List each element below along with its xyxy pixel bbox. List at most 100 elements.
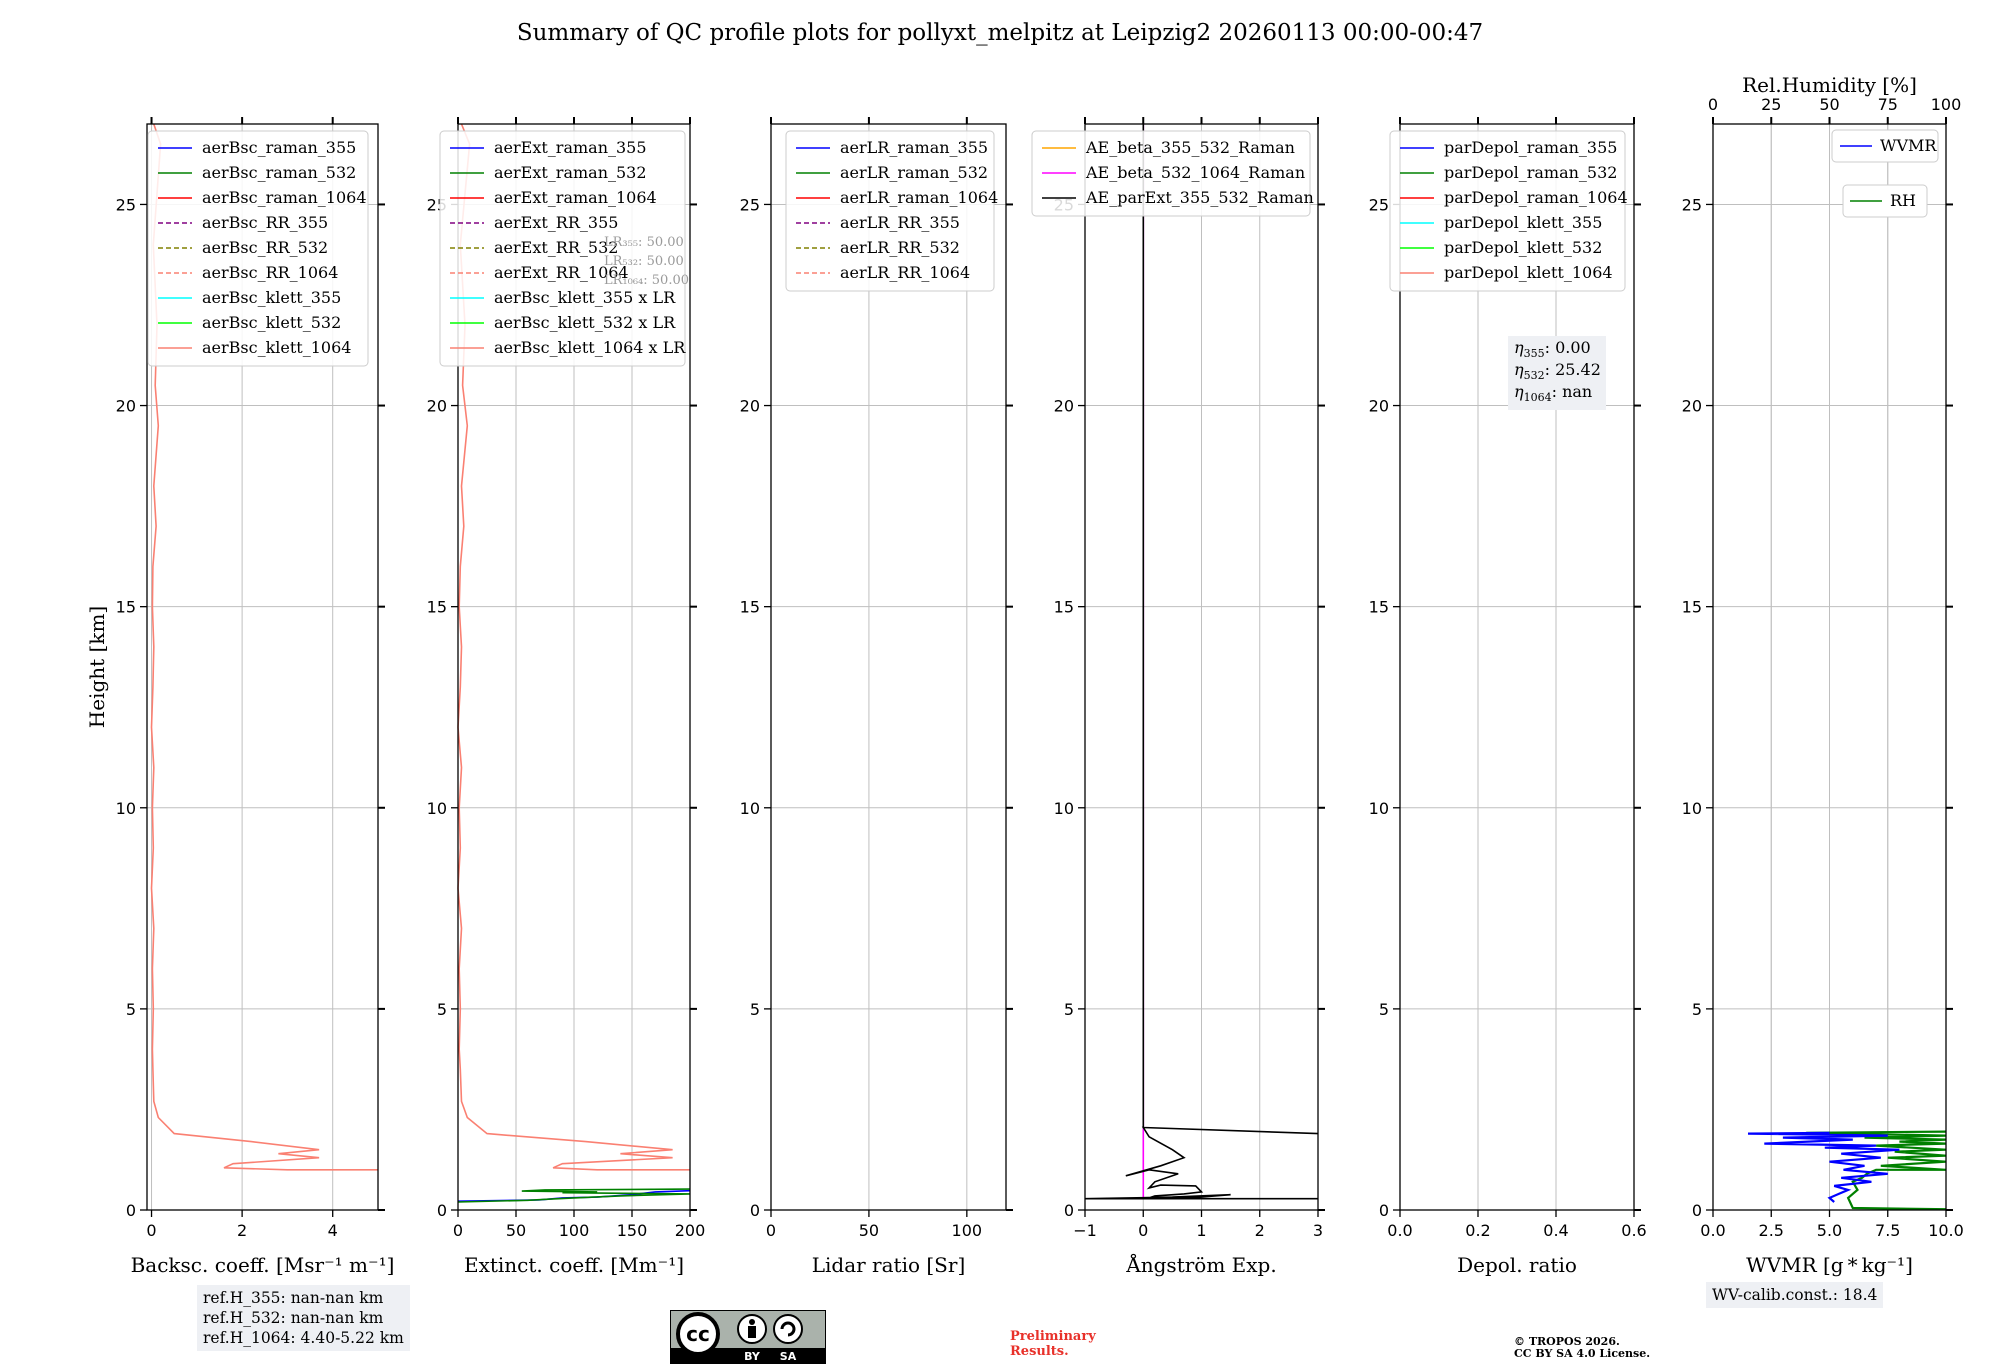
y-tick-label: 5 [1379, 1000, 1389, 1019]
x-tick-label: 50 [506, 1221, 526, 1240]
legend-entry-label: aerBsc_klett_1064 [202, 338, 351, 357]
x2-tick-label: 0 [1708, 95, 1718, 114]
legend-entry-label: aerExt_RR_355 [494, 213, 618, 232]
x-tick-label: 7.5 [1875, 1221, 1900, 1240]
y-tick-label: 10 [427, 799, 447, 818]
y-tick-label: 0 [1064, 1201, 1074, 1220]
axes-frame [146, 123, 379, 1211]
x-tick-label: 100 [952, 1221, 983, 1240]
legend-entry-label: aerBsc_raman_532 [202, 163, 356, 182]
copyright-line-2: CC BY SA 4.0 License. [1514, 1347, 1651, 1360]
legend-wvmr: WVMR [1831, 129, 1939, 163]
legend-box [785, 130, 995, 292]
y-tick-label: 20 [427, 397, 447, 416]
x-tick-label: 10.0 [1928, 1221, 1964, 1240]
lr-label: LR₃₅₅: 50.00 [604, 235, 684, 250]
legend-box [1389, 130, 1626, 292]
x2-tick-label: 75 [1878, 95, 1898, 114]
y-tick-label: 0 [126, 1201, 136, 1220]
legend-entry-label: aerExt_raman_355 [494, 138, 647, 157]
legend-entry-label: parDepol_klett_1064 [1444, 263, 1613, 282]
lr-label: LR₅₃₂: 50.00 [604, 254, 684, 269]
x-tick-label: 50 [859, 1221, 879, 1240]
y-tick-label: 25 [1369, 195, 1389, 214]
eta-box-bg [1508, 336, 1606, 410]
x-axis-label: Extinct. coeff. [Mm⁻¹] [464, 1253, 684, 1277]
y-tick-label: 25 [1682, 195, 1702, 214]
y-tick-label: 15 [1682, 598, 1702, 617]
x-tick-label: 1 [1196, 1221, 1206, 1240]
legend-entry-label: aerBsc_klett_532 [202, 313, 341, 332]
copyright-note: © TROPOS 2026. CC BY SA 4.0 License. [1514, 1336, 1650, 1360]
y-tick-label: 0 [750, 1201, 760, 1220]
legend-entry-label: aerBsc_RR_532 [202, 238, 328, 257]
x-tick-label: 3 [1313, 1221, 1323, 1240]
x-tick-label: 0.0 [1700, 1221, 1725, 1240]
x-tick-label: 0.6 [1621, 1221, 1646, 1240]
y-tick-label: 10 [1369, 799, 1389, 818]
x-tick-label: 0 [1138, 1221, 1148, 1240]
x-tick-label: 0.2 [1465, 1221, 1490, 1240]
sa-label: SA [780, 1350, 797, 1363]
legend-entry-label: aerLR_raman_355 [840, 138, 988, 157]
legend-entry-label: aerLR_raman_532 [840, 163, 988, 182]
legend-depol: parDepol_raman_355 parDepol_raman_532 parD… [1389, 130, 1628, 292]
y-tick-label: 10 [1054, 799, 1074, 818]
x-tick-label: 0 [146, 1221, 156, 1240]
legend-entry-label: aerExt_raman_1064 [494, 188, 657, 207]
legend-entry-label: AE_beta_355_532_Raman [1085, 138, 1295, 157]
preliminary-line-1: Preliminary [1010, 1329, 1096, 1344]
y-tick-label: 10 [740, 799, 760, 818]
eta-line: η355: 0.00 [1514, 338, 1591, 360]
eta-line: η1064: nan [1514, 382, 1592, 404]
eta-line: η532: 25.42 [1514, 360, 1601, 382]
legend-box [1031, 130, 1311, 217]
legend-entry-label: parDepol_raman_532 [1444, 163, 1617, 182]
y-tick-label: 15 [427, 598, 447, 617]
cc-icon [676, 1312, 720, 1356]
legend-entry-label: parDepol_raman_1064 [1444, 188, 1628, 207]
x-tick-label: 0 [453, 1221, 463, 1240]
by-person-head [749, 1319, 755, 1325]
legend-entry-label: aerBsc_klett_532 x LR [494, 313, 676, 332]
legend-backscatter: aerBsc_raman_355 aerBsc_raman_532 aerBsc_r… [147, 130, 369, 367]
legend-entry-label: aerBsc_raman_355 [202, 138, 356, 157]
legend-entry-label: aerExt_RR_1064 [494, 263, 629, 282]
legend-entry-label: parDepol_klett_355 [1444, 213, 1602, 232]
legend-entry-label: parDepol_raman_355 [1444, 138, 1617, 157]
y-tick-label: 10 [116, 799, 136, 818]
plot-panel-wvmr: 0 5 10 15 20 25 0.0 2.5 5.0 7.5 10.0 WVMR [g * kg⁻¹… [1682, 73, 1964, 1277]
series-line-WVMR [1747, 1131, 1900, 1203]
x2-tick-label: 50 [1819, 95, 1839, 114]
y-tick-label: 20 [1682, 397, 1702, 416]
legend-entry-label: aerBsc_klett_1064 x LR [494, 338, 686, 357]
y-tick-label: 0 [437, 1201, 447, 1220]
legend-angstrom: AE_beta_355_532_Raman AE_beta_532_1064_Ra… [1031, 130, 1314, 217]
wv-calib-const: WV-calib.const.: 18.4 [1712, 1286, 1878, 1304]
y-tick-label: 10 [1682, 799, 1702, 818]
y-tick-label: 20 [116, 397, 136, 416]
y-tick-label: 5 [437, 1000, 447, 1019]
by-label: BY [744, 1350, 761, 1363]
series-line-AE_parExt_355_532_Raman [1084, 124, 1319, 1200]
lr-label: LR₁₀₆₄: 50.00 [604, 273, 689, 288]
y-tick-label: 5 [1692, 1000, 1702, 1019]
ref-height-box: ref.H_355: nan-nan km ref.H_532: nan-nan… [197, 1285, 410, 1351]
ref-height-355: ref.H_355: nan-nan km [203, 1289, 384, 1307]
legend-rh: RH [1842, 184, 1928, 218]
x-tick-label: 2 [1255, 1221, 1265, 1240]
y-tick-label: 20 [1369, 397, 1389, 416]
legend-entry-label: aerBsc_klett_355 x LR [494, 288, 676, 307]
x2-axis-label: Rel.Humidity [%] [1742, 73, 1917, 97]
x2-tick-label: 25 [1761, 95, 1781, 114]
y-axis-label: Height [km] [85, 606, 109, 728]
cc-icon-label: cc [686, 1322, 710, 1346]
legend-entry-label: aerBsc_klett_355 [202, 288, 341, 307]
y-tick-label: 25 [116, 195, 136, 214]
y-tick-label: 0 [1692, 1201, 1702, 1220]
series-line-RH [1806, 1130, 1947, 1211]
x-tick-label: 0.4 [1543, 1221, 1568, 1240]
legend-entry-label: aerExt_RR_532 [494, 238, 618, 257]
y-tick-label: 20 [740, 397, 760, 416]
